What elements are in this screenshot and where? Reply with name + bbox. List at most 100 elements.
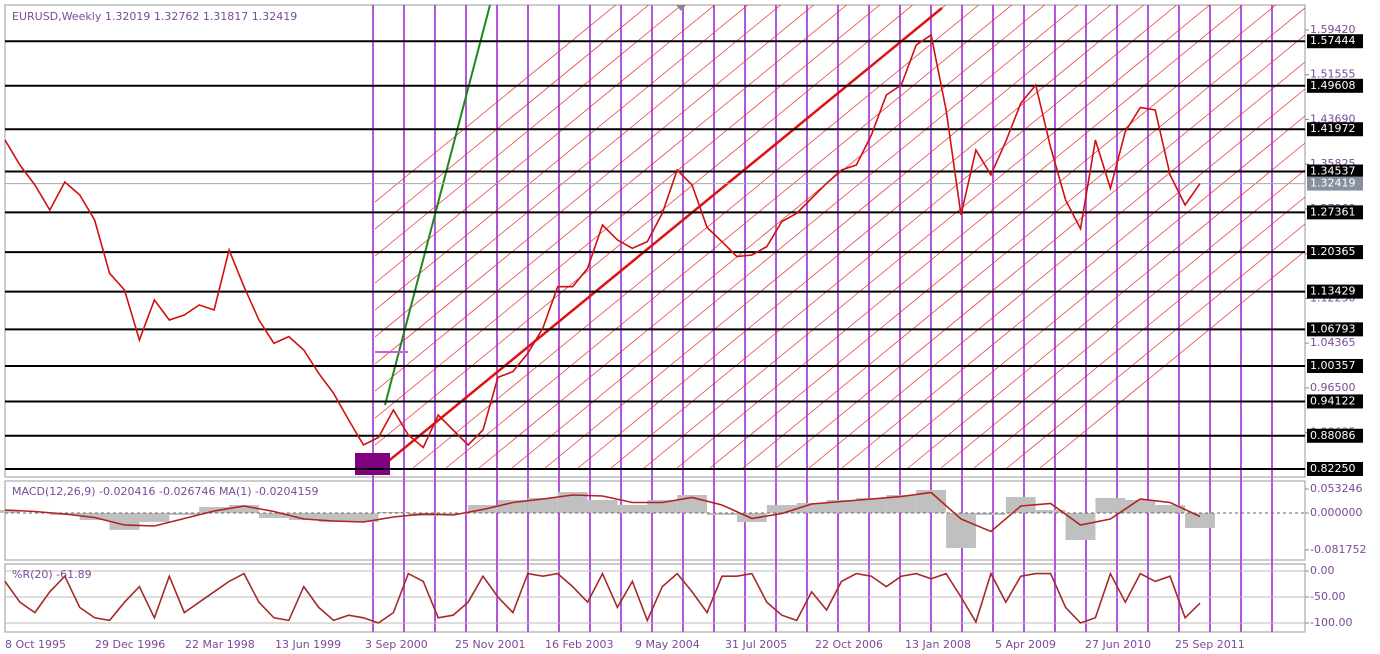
histogram-bar (1155, 505, 1186, 513)
wpr-title: %R(20) -61.89 (12, 568, 92, 581)
level-label: 0.94122 (1310, 394, 1356, 407)
channel-line (478, 5, 1046, 469)
channel-line (375, 5, 914, 446)
y-tick-label: -100.00 (1310, 616, 1352, 629)
x-tick-label: 25 Sep 2011 (1175, 638, 1245, 651)
x-tick-label: 8 Oct 1995 (5, 638, 66, 651)
trend-line (379, 7, 943, 469)
channel-line (375, 5, 782, 338)
histogram-bar (348, 512, 379, 523)
level-box (1307, 164, 1363, 179)
channel-line (511, 5, 1079, 469)
channel-line (375, 5, 749, 311)
channel-line (643, 5, 1211, 469)
histogram-bar (1005, 496, 1036, 513)
x-tick-label: 22 Mar 1998 (185, 638, 255, 651)
histogram-bar (79, 512, 110, 520)
channel-line (709, 5, 1277, 469)
histogram-bar (1035, 509, 1066, 513)
histogram-bar (856, 497, 887, 513)
channel-line (1039, 250, 1305, 469)
series-line (4, 33, 1201, 449)
histogram-bar (199, 507, 230, 513)
level-label: 0.82250 (1310, 462, 1356, 475)
current-box (1307, 176, 1363, 191)
level-label: 1.27361 (1310, 205, 1356, 218)
current-label: 1.32419 (1310, 177, 1356, 190)
channel-line (544, 5, 1112, 469)
green-line (384, 4, 491, 406)
channel-line (841, 88, 1305, 469)
level-label: 1.34537 (1310, 165, 1356, 178)
histogram-bar (975, 512, 1006, 515)
channel-line (375, 5, 815, 365)
channel-line (412, 5, 980, 469)
level-box (1307, 245, 1363, 260)
x-tick-label: 27 Jun 2010 (1085, 638, 1151, 651)
channel-line (445, 5, 1013, 469)
histogram-bar (1095, 497, 1126, 513)
channel-line (610, 5, 1178, 469)
x-tick-label: 13 Jun 1999 (275, 638, 341, 651)
level-label: 1.57444 (1310, 34, 1356, 47)
level-label: 1.13429 (1310, 285, 1356, 298)
level-box (1307, 34, 1363, 49)
y-tick-label: -50.00 (1310, 590, 1345, 603)
histogram-bar (557, 491, 588, 513)
channel-line (973, 196, 1305, 469)
y-tick-label: 1.51555 (1310, 68, 1356, 81)
level-box (1307, 205, 1363, 220)
histogram-bar (288, 512, 319, 520)
histogram-bar (318, 512, 349, 523)
channel-line (808, 61, 1305, 469)
histogram-bar (378, 512, 409, 513)
histogram-bar (169, 512, 200, 515)
y-tick-label: -0.081752 (1310, 543, 1366, 556)
level-box (1307, 358, 1363, 373)
x-tick-label: 13 Jan 2008 (905, 638, 971, 651)
level-label: 1.06793 (1310, 322, 1356, 335)
level-box (1307, 394, 1363, 409)
histogram-bar (587, 500, 618, 513)
level-label: 1.49608 (1310, 79, 1356, 92)
channel-line (907, 142, 1305, 469)
price-title: EURUSD,Weekly 1.32019 1.32762 1.31817 1.… (12, 10, 297, 23)
level-box (1307, 322, 1363, 337)
y-tick-label: 0.96500 (1310, 381, 1356, 394)
y-tick-label: 1.04365 (1310, 336, 1356, 349)
x-tick-label: 31 Jul 2005 (725, 638, 787, 651)
level-label: 1.41972 (1310, 122, 1356, 135)
histogram-bar (826, 500, 857, 513)
level-label: 1.20365 (1310, 245, 1356, 258)
x-tick-label: 9 May 2004 (635, 638, 700, 651)
y-tick-label: 1.59420 (1310, 23, 1356, 36)
level-box (1307, 284, 1363, 299)
histogram-bar (707, 512, 737, 515)
y-tick-label: 0.000000 (1310, 506, 1363, 519)
level-box (1307, 122, 1363, 137)
level-label: 0.88086 (1310, 429, 1356, 442)
histogram-bar (796, 502, 827, 513)
histogram-bar (438, 512, 469, 514)
channel-line (874, 115, 1305, 469)
level-label: 1.00357 (1310, 359, 1356, 372)
channel-line (940, 169, 1305, 469)
histogram-bar (139, 512, 170, 523)
series-line (4, 571, 1201, 624)
channel-line (775, 34, 1305, 469)
channel-line (577, 5, 1145, 469)
selection-box (355, 453, 390, 475)
channel-line (375, 5, 848, 392)
channel-line (1006, 223, 1305, 469)
y-tick-label: 0.00 (1310, 564, 1335, 577)
histogram-bar (617, 505, 648, 513)
shift-marker (676, 5, 686, 11)
channel-line (676, 5, 1244, 469)
x-tick-label: 3 Sep 2000 (365, 638, 428, 651)
histogram-bar (766, 505, 797, 513)
histogram-bar (886, 495, 917, 513)
histogram-bar (1185, 512, 1215, 529)
price-panel (4, 4, 1306, 478)
histogram-bar (497, 500, 528, 513)
